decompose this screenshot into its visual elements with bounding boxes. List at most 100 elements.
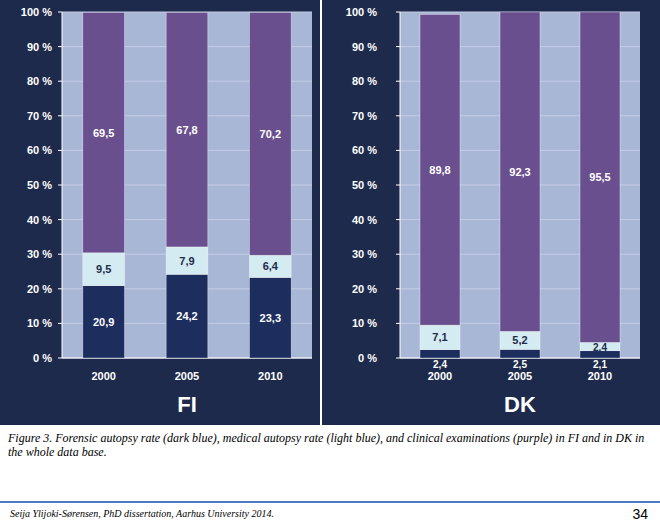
bar-segment bbox=[83, 253, 125, 286]
y-tick-label: 0 % bbox=[358, 352, 377, 364]
x-tick-label: 2000 bbox=[428, 370, 452, 382]
tick-mark bbox=[396, 358, 400, 359]
data-label: 67,8 bbox=[176, 124, 197, 136]
bar-segment bbox=[500, 12, 540, 331]
y-tick-label: 70 % bbox=[27, 110, 52, 122]
data-labels: 20,9 9,5 69,5 24,2 7,9 67,8 23,3 6,4 70,2 bbox=[93, 124, 281, 328]
caption: Figure 3. Forensic autopsy rate (dark bl… bbox=[8, 431, 648, 459]
y-tick-label: 20 % bbox=[352, 283, 377, 295]
data-label: 7,1 bbox=[432, 331, 447, 343]
y-tick-label: 60 % bbox=[352, 144, 377, 156]
tick-mark bbox=[396, 185, 400, 186]
x-tick-label: 2010 bbox=[258, 370, 282, 382]
y-tick-label: 60 % bbox=[27, 144, 52, 156]
page-number: 34 bbox=[632, 506, 648, 522]
y-tick-label: 90 % bbox=[352, 41, 377, 53]
tick-mark bbox=[58, 12, 62, 13]
tick-mark bbox=[396, 288, 400, 289]
bar-segment bbox=[166, 247, 208, 274]
data-label: 2,1 bbox=[593, 359, 607, 370]
page: 0 % 10 % 20 % 30 % 40 % 50 % 60 % 70 % 80 % 90 % 1… bbox=[0, 0, 660, 524]
tick-mark bbox=[58, 288, 62, 289]
tick-mark bbox=[58, 219, 62, 220]
y-tick-label: 50 % bbox=[352, 179, 377, 191]
tick-mark bbox=[58, 115, 62, 116]
bar-segment bbox=[500, 349, 540, 358]
x-tick-label: 2000 bbox=[91, 370, 115, 382]
y-tick-label: 40 % bbox=[352, 214, 377, 226]
tick-mark bbox=[58, 150, 62, 151]
y-tick-label: 30 % bbox=[352, 248, 377, 260]
y-tick-label: 50 % bbox=[27, 179, 52, 191]
y-tick-label: 10 % bbox=[27, 317, 52, 329]
tick-mark bbox=[396, 150, 400, 151]
data-labels: 2,4 7,1 89,8 2,5 5,2 92,3 2,1 2,4 95,5 bbox=[429, 164, 610, 370]
bar-segment bbox=[83, 286, 125, 358]
bar-segment bbox=[580, 12, 620, 342]
y-tick-label: 70 % bbox=[352, 110, 377, 122]
tick-mark bbox=[396, 323, 400, 324]
data-label: 70,2 bbox=[260, 128, 281, 140]
bar-segment bbox=[420, 350, 460, 358]
chart-title: FI bbox=[177, 392, 197, 417]
data-label: 5,2 bbox=[512, 334, 527, 346]
bar-segment bbox=[166, 12, 208, 247]
data-label: 95,5 bbox=[589, 171, 610, 183]
footer-rule bbox=[0, 501, 660, 503]
x-tick-label: 2005 bbox=[175, 370, 199, 382]
plot-area bbox=[400, 12, 640, 358]
bar-segment bbox=[420, 14, 460, 325]
bar-segment bbox=[500, 331, 540, 349]
x-tick-label: 2005 bbox=[508, 370, 532, 382]
tick-mark bbox=[58, 46, 62, 47]
y-tick-label: 20 % bbox=[27, 283, 52, 295]
data-label: 2,4 bbox=[433, 359, 447, 370]
bar-segment bbox=[250, 12, 292, 255]
tick-mark bbox=[58, 323, 62, 324]
tick-mark bbox=[396, 219, 400, 220]
bars bbox=[83, 12, 291, 358]
chart-title: DK bbox=[504, 392, 536, 417]
tick-mark bbox=[396, 12, 400, 13]
tick-mark bbox=[58, 254, 62, 255]
tick-mark bbox=[396, 81, 400, 82]
y-tick-label: 10 % bbox=[352, 317, 377, 329]
data-label: 69,5 bbox=[93, 127, 114, 139]
data-label: 2,4 bbox=[593, 342, 607, 353]
data-label: 7,9 bbox=[179, 255, 194, 267]
y-axis-line bbox=[400, 12, 401, 358]
bar-segment bbox=[250, 277, 292, 358]
bar-segment bbox=[250, 255, 292, 277]
y-tick-label: 0 % bbox=[33, 352, 52, 364]
y-tick-label: 40 % bbox=[27, 214, 52, 226]
data-label: 24,2 bbox=[176, 310, 197, 322]
bar-segment bbox=[420, 325, 460, 350]
y-tick-label: 80 % bbox=[27, 75, 52, 87]
y-tick-label: 30 % bbox=[27, 248, 52, 260]
data-label: 23,3 bbox=[260, 312, 281, 324]
plot-area bbox=[62, 12, 312, 358]
bars bbox=[420, 12, 620, 358]
data-label: 92,3 bbox=[509, 166, 530, 178]
tick-mark bbox=[58, 185, 62, 186]
x-tick-label: 2010 bbox=[588, 370, 612, 382]
data-label: 6,4 bbox=[263, 260, 279, 272]
y-tick-label: 90 % bbox=[27, 41, 52, 53]
panel-background bbox=[0, 0, 320, 425]
footer-text: Seija Ylijoki-Sørensen, PhD dissertation… bbox=[10, 508, 274, 519]
tick-mark bbox=[396, 46, 400, 47]
data-label: 2,5 bbox=[513, 359, 527, 370]
tick-mark bbox=[396, 254, 400, 255]
bar-segment bbox=[166, 274, 208, 358]
data-label: 9,5 bbox=[96, 263, 111, 275]
y-tick-label: 80 % bbox=[352, 75, 377, 87]
bar-segment bbox=[83, 12, 125, 252]
y-axis-line bbox=[62, 12, 63, 358]
data-label: 89,8 bbox=[429, 164, 450, 176]
tick-mark bbox=[58, 358, 62, 359]
y-tick-label: 100 % bbox=[346, 6, 377, 18]
data-label: 20,9 bbox=[93, 316, 114, 328]
panel-background bbox=[322, 0, 660, 425]
tick-mark bbox=[396, 115, 400, 116]
y-tick-label: 100 % bbox=[21, 6, 52, 18]
